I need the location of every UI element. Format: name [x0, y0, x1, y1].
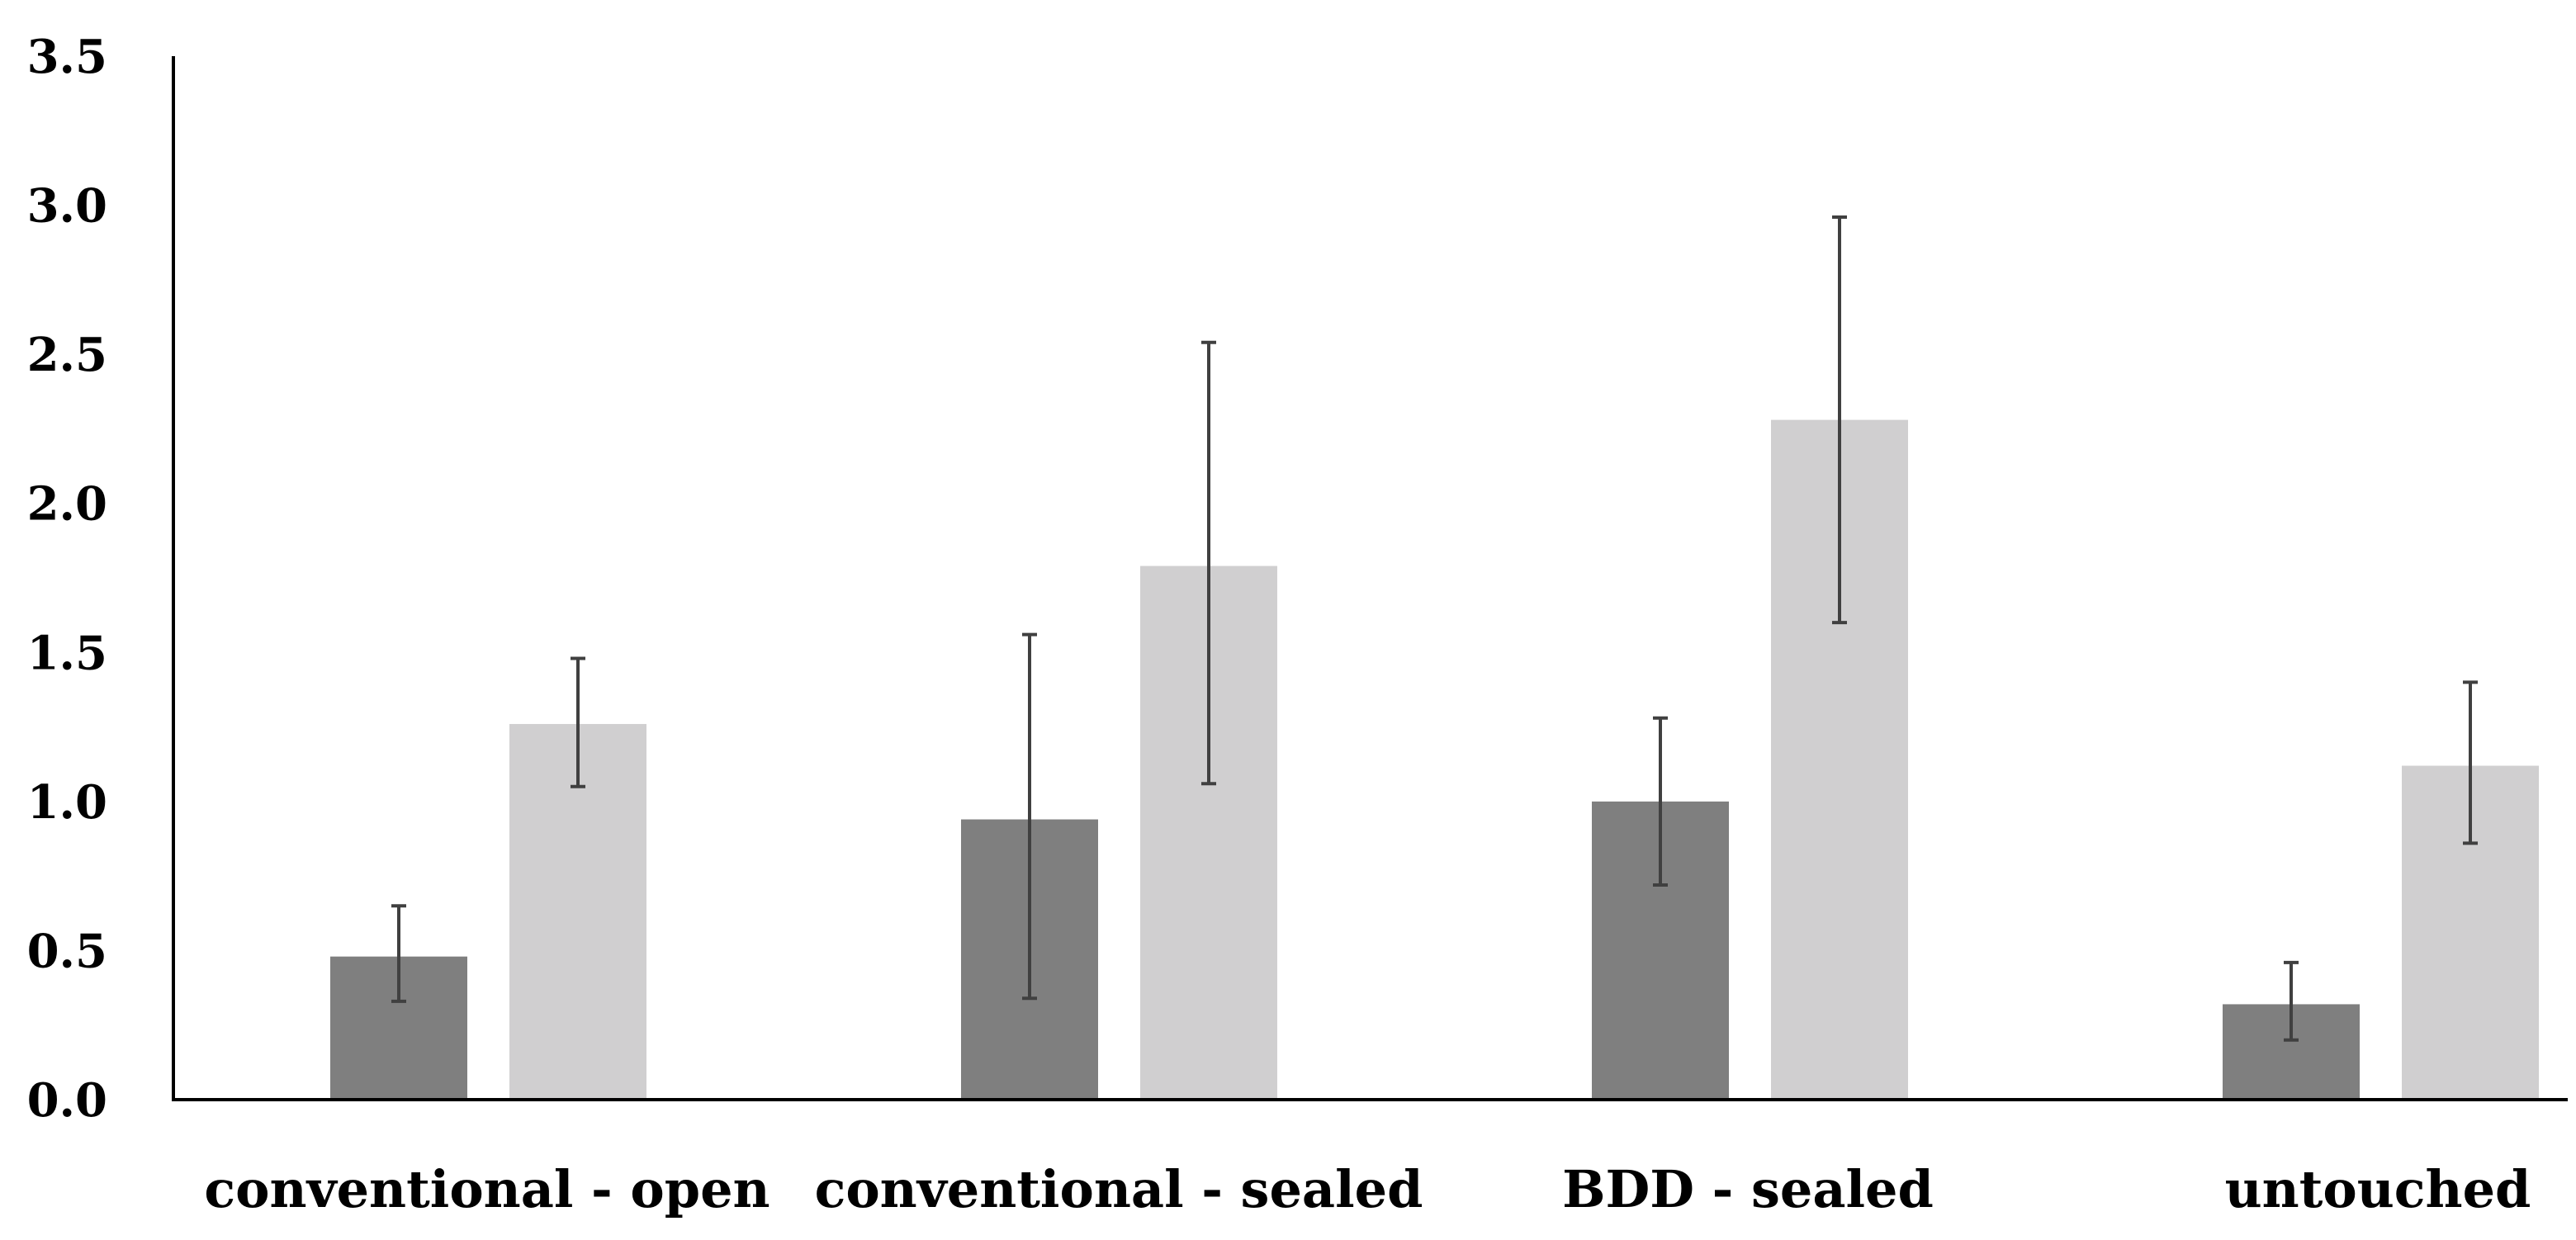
y-tick-label: 3.5 [27, 30, 107, 84]
bars [330, 419, 2539, 1100]
y-tick-label: 3.0 [27, 179, 107, 234]
x-category-label: conventional - open [204, 1159, 769, 1219]
axes [172, 56, 2568, 1101]
y-tick-label: 0.5 [27, 924, 107, 978]
y-tick-label: 1.0 [27, 775, 107, 830]
x-category-label: BDD - sealed [1562, 1159, 1934, 1219]
y-tick-label: 2.5 [27, 328, 107, 382]
x-category-label: untouched [2225, 1159, 2531, 1219]
y-tick-label: 2.0 [27, 477, 107, 532]
y-axis-ticks: 0.0 0.5 1.0 1.5 2.0 2.5 3.0 3.5 [27, 30, 107, 1128]
error-bars [391, 215, 2478, 1042]
y-tick-label: 0.0 [27, 1073, 107, 1128]
x-axis-category-labels: conventional - open conventional - sealed… [204, 1159, 2531, 1219]
y-tick-label: 1.5 [27, 626, 107, 680]
x-category-label: conventional - sealed [815, 1159, 1423, 1219]
